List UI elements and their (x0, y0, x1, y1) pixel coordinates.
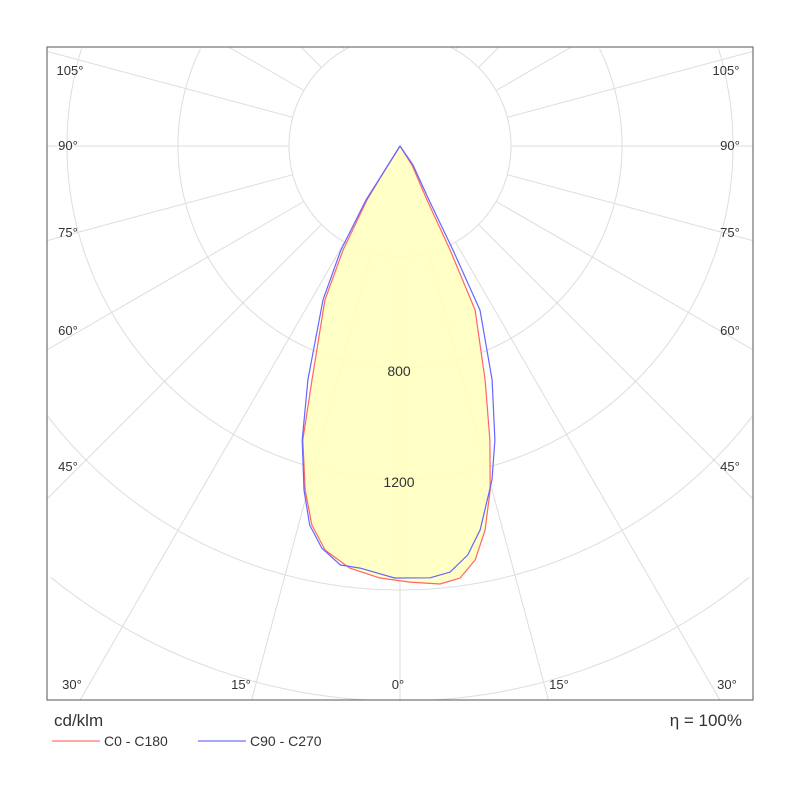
angle-label-left: 60° (58, 323, 78, 338)
angle-label-right: 75° (720, 225, 740, 240)
efficiency-label: η = 100% (670, 711, 742, 730)
unit-label: cd/klm (54, 711, 103, 730)
series-line-c90-c270 (301, 145, 496, 579)
angle-label-bottom: 30° (717, 677, 737, 692)
grid-spoke--30 (79, 241, 345, 700)
plot-border (46, 46, 754, 701)
angle-label-left: 45° (58, 459, 78, 474)
grid-spoke-75 (507, 174, 753, 242)
angle-label-right: 60° (720, 323, 740, 338)
angle-label-bottom: 30° (62, 677, 82, 692)
angle-label-right: 105° (713, 63, 740, 78)
grid-ring-1200 (400, 48, 734, 480)
radial-label-800: 800 (387, 363, 411, 379)
grid-spoke--105 (47, 50, 293, 118)
angle-label-bottom: 0° (392, 677, 404, 692)
angle-label-left: 75° (58, 225, 78, 240)
grid-spoke--120 (228, 47, 305, 91)
grid-ring-1600 (400, 416, 753, 591)
grid-spoke--75 (47, 174, 293, 242)
angle-label-left: 90° (58, 138, 78, 153)
legend-label-c0-c180: C0 - C180 (104, 733, 168, 749)
legend-label-c90-c270: C90 - C270 (250, 733, 322, 749)
curves (301, 145, 496, 585)
angle-label-bottom: 15° (549, 677, 569, 692)
grid-spoke--135 (300, 47, 322, 68)
grid-spoke-105 (507, 50, 753, 118)
angle-label-right: 45° (720, 459, 740, 474)
grid-ring-2000 (50, 576, 367, 700)
series-line-c0-c180 (302, 145, 491, 585)
intensity-fill (302, 146, 491, 584)
grid-spoke-60 (495, 201, 753, 351)
grid-spoke--60 (47, 201, 305, 351)
angle-label-bottom: 15° (231, 677, 251, 692)
grid-ring-2000 (433, 576, 750, 700)
grid-spoke-45 (478, 224, 753, 500)
grid-spoke-120 (495, 47, 572, 91)
grid-ring-1600 (47, 416, 400, 591)
radial-label-1200: 1200 (383, 474, 414, 490)
grid-ring-1200 (66, 48, 400, 480)
grid-spoke-135 (478, 47, 500, 68)
grid-spoke-30 (455, 241, 721, 700)
angle-label-right: 90° (720, 138, 740, 153)
grid-spoke--45 (47, 224, 322, 500)
angle-label-left: 105° (57, 63, 84, 78)
